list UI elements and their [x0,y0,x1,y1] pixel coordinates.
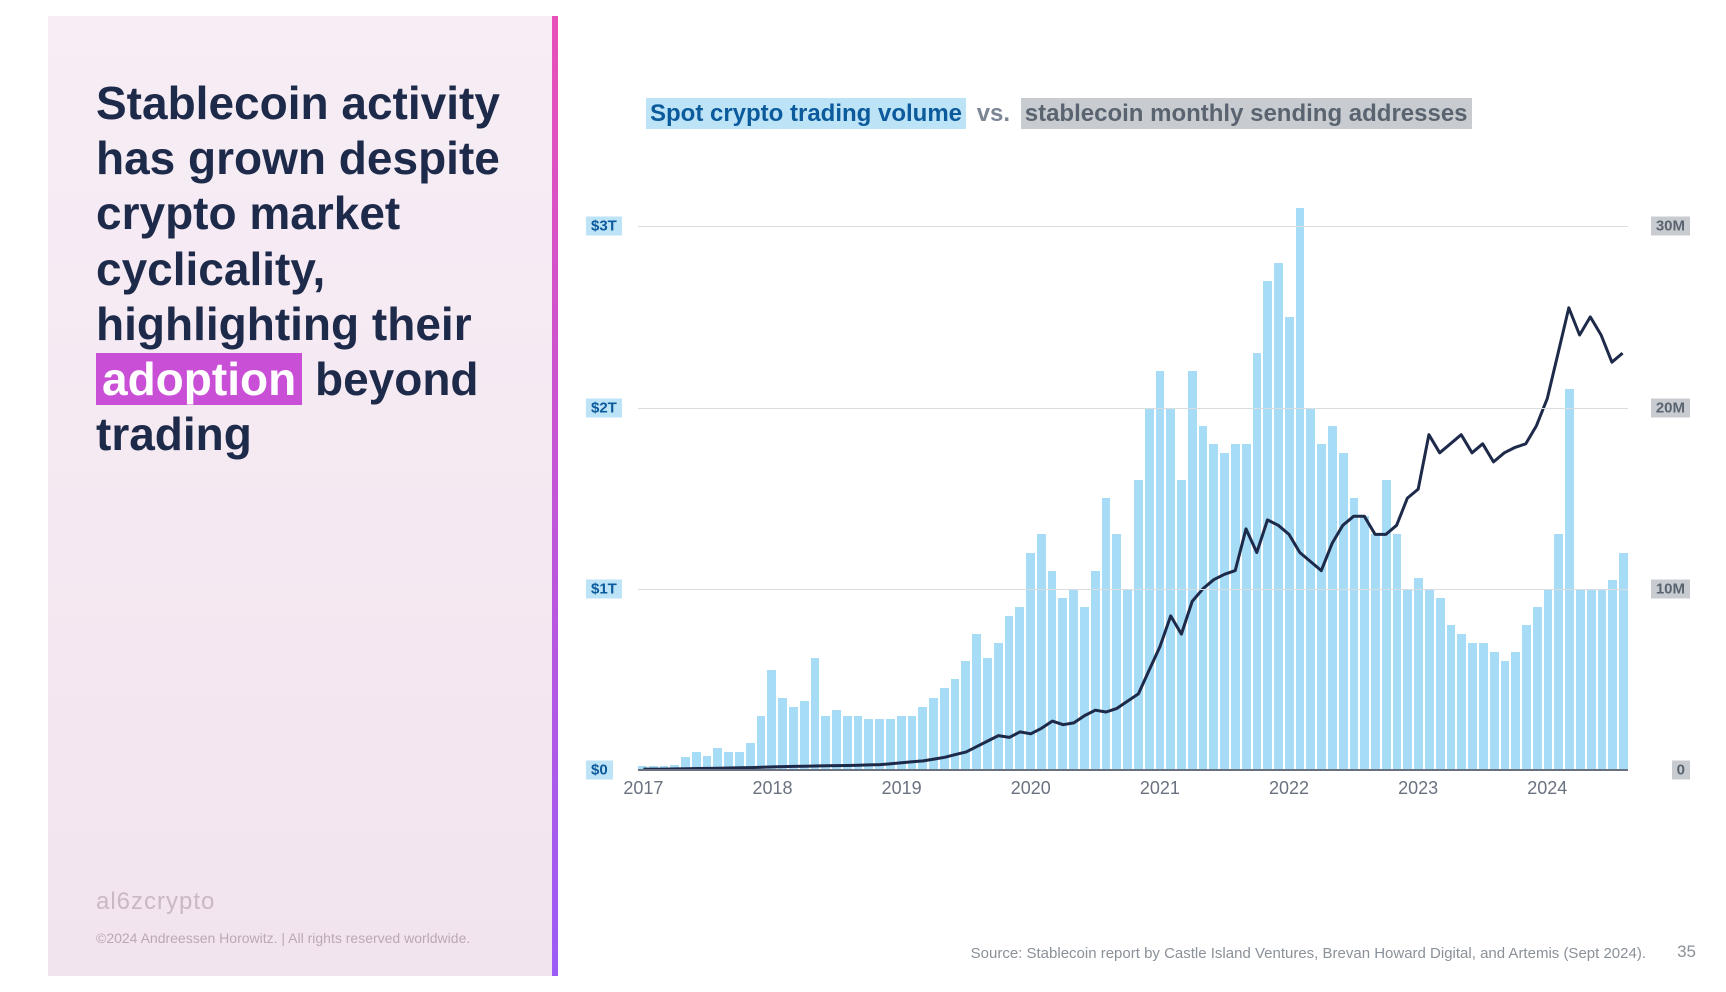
page-number: 35 [1677,942,1696,962]
y-right-tick: 30M [1651,217,1690,236]
series-a-label: Spot crypto trading volume [646,98,966,129]
y-right-tick: 0 [1672,761,1690,780]
chart: $00$1T10M$2T20M$3T30M2017201820192020202… [638,190,1628,770]
x-tick: 2017 [623,778,663,799]
source-text: Source: Stablecoin report by Castle Isla… [971,945,1646,962]
right-panel: Spot crypto trading volume vs. stablecoi… [558,0,1726,992]
y-left-tick: $1T [586,579,622,598]
x-tick: 2023 [1398,778,1438,799]
y-left-tick: $2T [586,398,622,417]
left-panel: Stablecoin activity has grown despite cr… [48,16,558,976]
y-left-tick: $0 [586,761,613,780]
copyright: ©2024 Andreessen Horowitz. | All rights … [96,930,470,946]
x-tick: 2021 [1140,778,1180,799]
y-left-tick: $3T [586,217,622,236]
x-tick: 2024 [1527,778,1567,799]
slide: Stablecoin activity has grown despite cr… [0,0,1726,992]
y-right-tick: 10M [1651,579,1690,598]
vs-label: vs. [966,100,1021,127]
brand-logo: al6zcrypto [96,888,215,916]
series-b-label: stablecoin monthly sending addresses [1021,98,1472,129]
x-tick: 2020 [1011,778,1051,799]
headline-highlight: adoption [96,353,302,405]
x-tick: 2022 [1269,778,1309,799]
gridline [638,408,1628,409]
baseline [638,769,1628,771]
gridline [638,226,1628,227]
headline-pre: Stablecoin activity has grown despite cr… [96,77,500,350]
gridline [638,589,1628,590]
plot-area: $00$1T10M$2T20M$3T30M2017201820192020202… [638,190,1628,770]
line-svg [638,190,1628,770]
line-series [643,308,1622,769]
headline: Stablecoin activity has grown despite cr… [96,76,512,462]
y-right-tick: 20M [1651,398,1690,417]
x-tick: 2018 [752,778,792,799]
x-tick: 2019 [882,778,922,799]
chart-title: Spot crypto trading volume vs. stablecoi… [646,100,1666,128]
